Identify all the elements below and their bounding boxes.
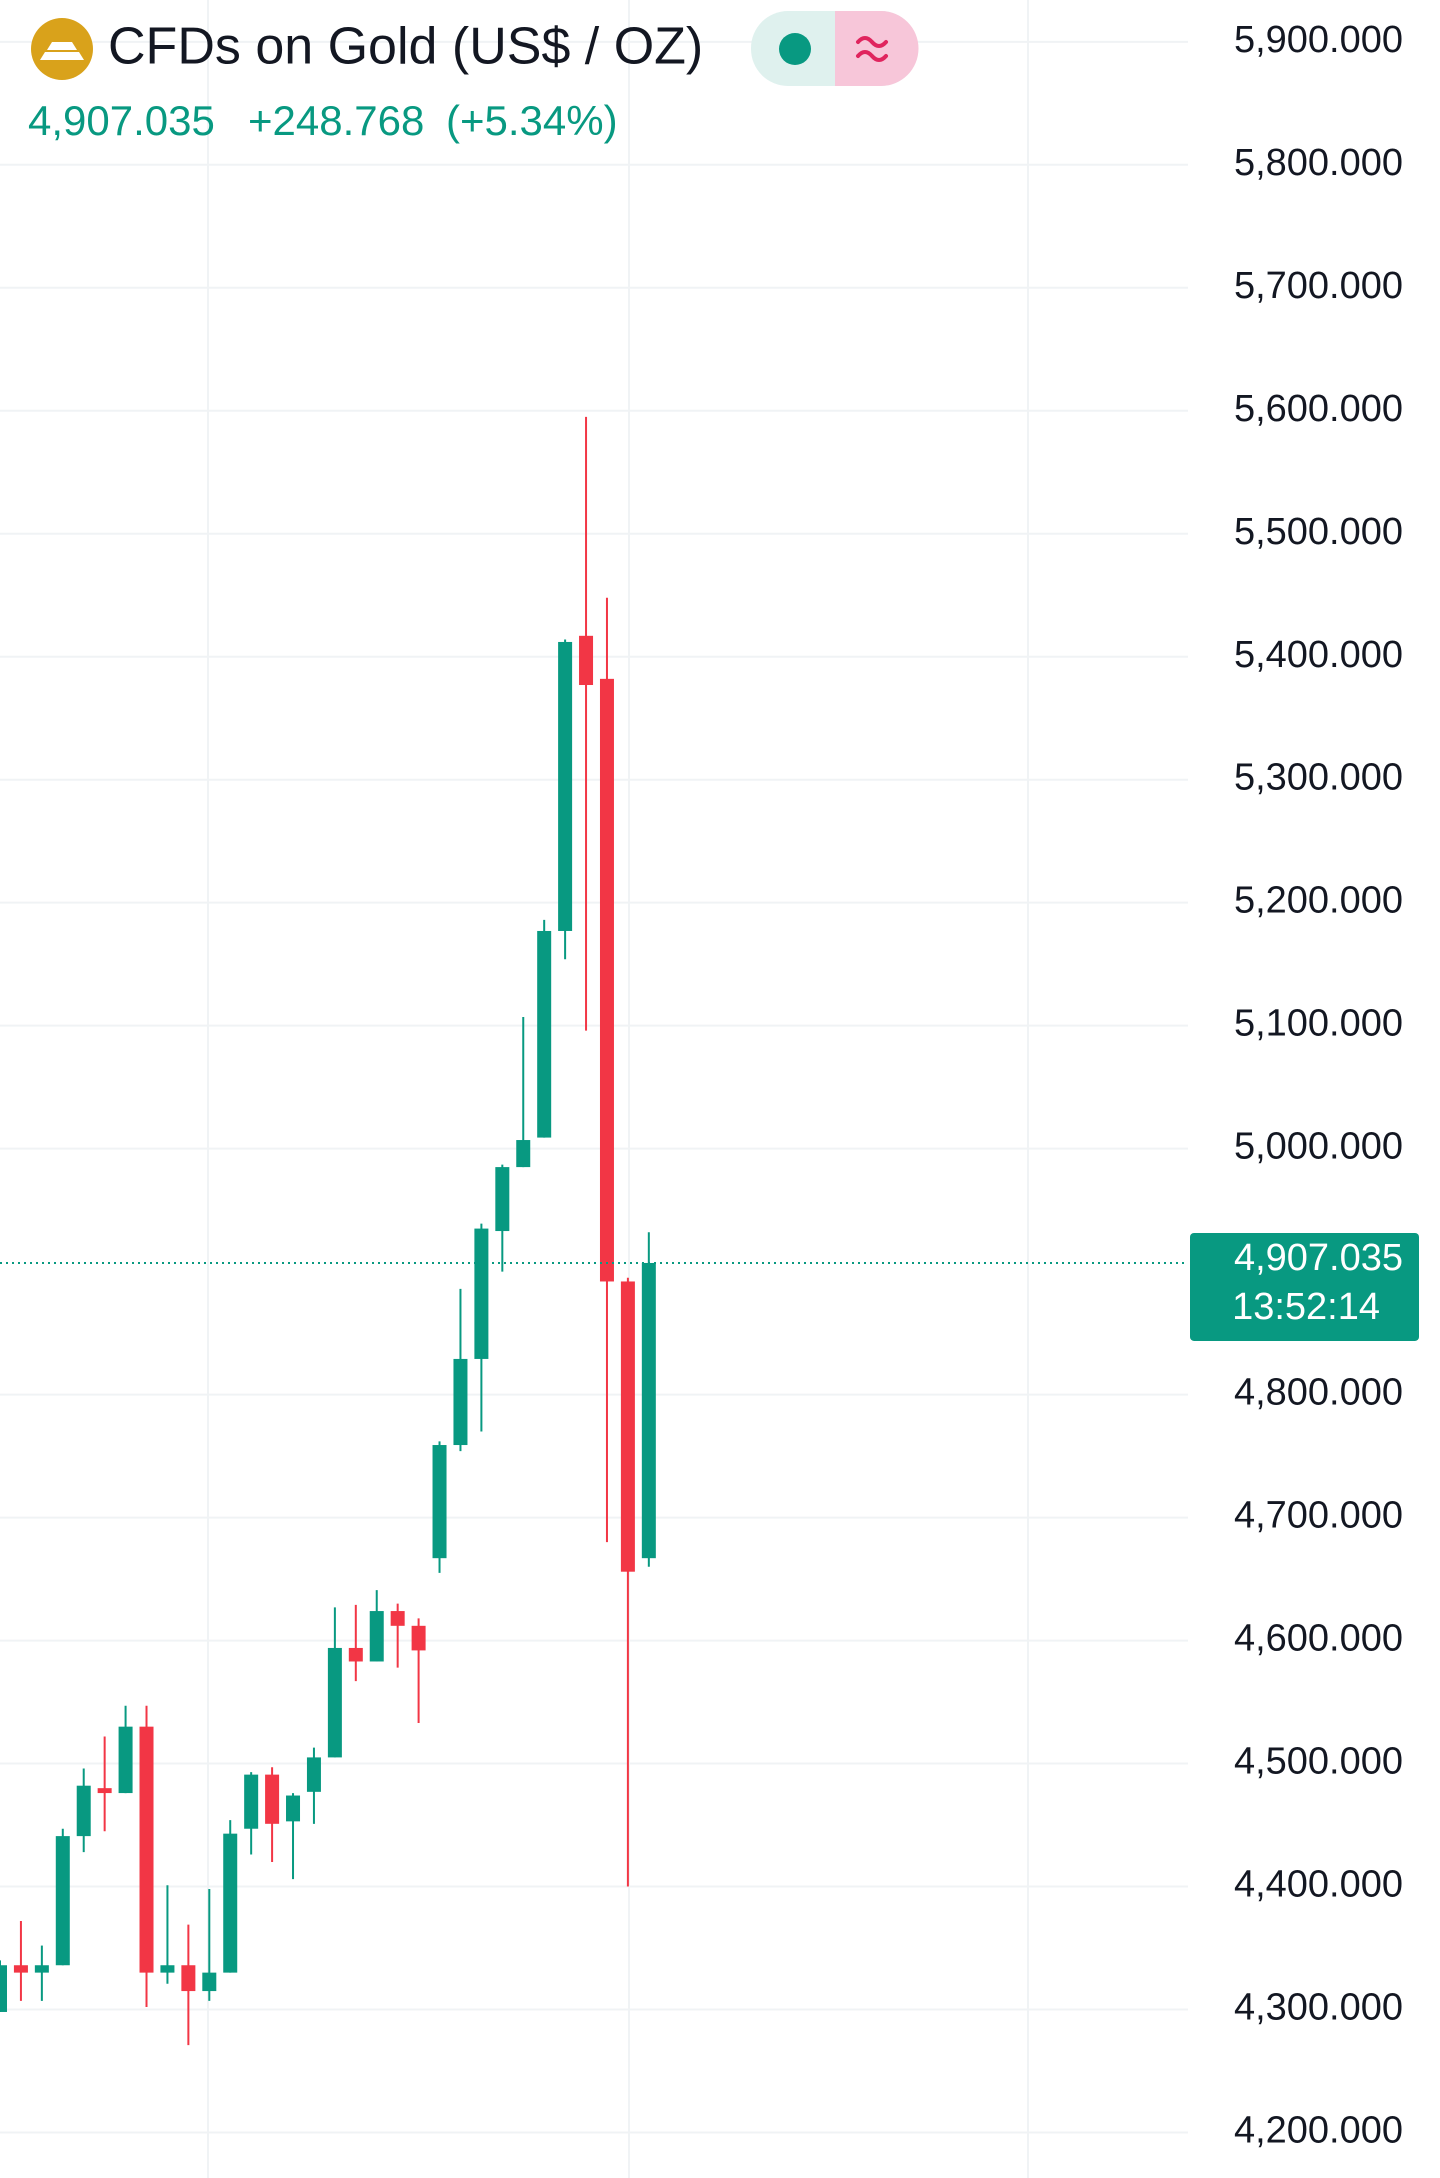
header-change: +248.768: [248, 97, 424, 144]
market-open-dot: [779, 33, 811, 65]
candle-body: [369, 1611, 384, 1662]
candle-body: [34, 1965, 49, 1973]
candle-body: [223, 1833, 238, 1973]
header-price: 4,907.035: [28, 97, 215, 144]
y-tick-label: 5,000.000: [1234, 1126, 1403, 1168]
header-change-pct: (+5.34%): [446, 97, 618, 144]
candle-body: [55, 1836, 70, 1966]
y-tick-label: 5,300.000: [1234, 757, 1403, 799]
y-tick-label: 4,200.000: [1234, 2110, 1403, 2152]
candle-body: [76, 1785, 91, 1837]
y-tick-label: 5,500.000: [1234, 511, 1403, 553]
candle-body: [453, 1358, 468, 1446]
candle-body: [202, 1972, 217, 1992]
y-tick-label: 4,400.000: [1234, 1864, 1403, 1906]
status-pill-right: [835, 11, 919, 86]
price-tag-value: 4,907.035: [1234, 1237, 1403, 1279]
y-tick-label: 5,700.000: [1234, 265, 1403, 307]
price-tag-countdown: 13:52:14: [1232, 1286, 1380, 1328]
symbol-title: CFDs on Gold (US$ / OZ): [108, 18, 703, 76]
candle-body: [181, 1965, 196, 1992]
candle-body: [286, 1795, 301, 1822]
y-tick-label: 4,300.000: [1234, 1987, 1403, 2029]
candle-body: [620, 1281, 635, 1572]
candle-body: [411, 1625, 426, 1651]
y-tick-label: 5,900.000: [1234, 19, 1403, 61]
candle-body: [641, 1262, 656, 1559]
candle-body: [160, 1965, 175, 1973]
gold-bars: [40, 42, 84, 60]
candles: [0, 416, 1188, 2046]
header: CFDs on Gold (US$ / OZ) 4,907.035 +248.7…: [28, 11, 919, 144]
candle-body: [474, 1228, 489, 1359]
price-tag: [1190, 1232, 1419, 1341]
price-axis: 4,200.000 4,300.000 4,400.000 4,500.000 4,60…: [1190, 19, 1419, 2152]
candle-body: [558, 641, 573, 931]
candle-body: [13, 1965, 28, 1973]
y-tick-label: 5,800.000: [1234, 142, 1403, 184]
candle-body: [306, 1757, 321, 1792]
candle-body: [139, 1726, 154, 1973]
y-tick-label: 4,500.000: [1234, 1741, 1403, 1783]
candle-body: [495, 1167, 510, 1232]
candle-body: [265, 1774, 280, 1824]
y-tick-label: 5,600.000: [1234, 388, 1403, 430]
y-tick-label: 5,100.000: [1234, 1003, 1403, 1045]
y-tick-label: 4,600.000: [1234, 1618, 1403, 1660]
candle-body: [327, 1647, 342, 1758]
candle-body: [599, 678, 614, 1282]
grid: [0, 0, 1188, 2178]
candle-body: [348, 1647, 363, 1662]
y-tick-label: 4,800.000: [1234, 1372, 1403, 1414]
y-tick-label: 5,200.000: [1234, 880, 1403, 922]
candle-body: [0, 1965, 7, 2012]
candle-body: [432, 1445, 447, 1559]
y-tick-label: 5,400.000: [1234, 634, 1403, 676]
delayed-icon: [856, 36, 888, 62]
candle-body: [516, 1140, 531, 1168]
candle-body: [579, 635, 594, 686]
candle-body: [537, 930, 552, 1138]
candle-body: [118, 1726, 133, 1794]
y-tick-label: 4,700.000: [1234, 1495, 1403, 1537]
candle-body: [97, 1788, 112, 1794]
candle-body: [390, 1611, 405, 1626]
candle-body: [244, 1774, 259, 1829]
